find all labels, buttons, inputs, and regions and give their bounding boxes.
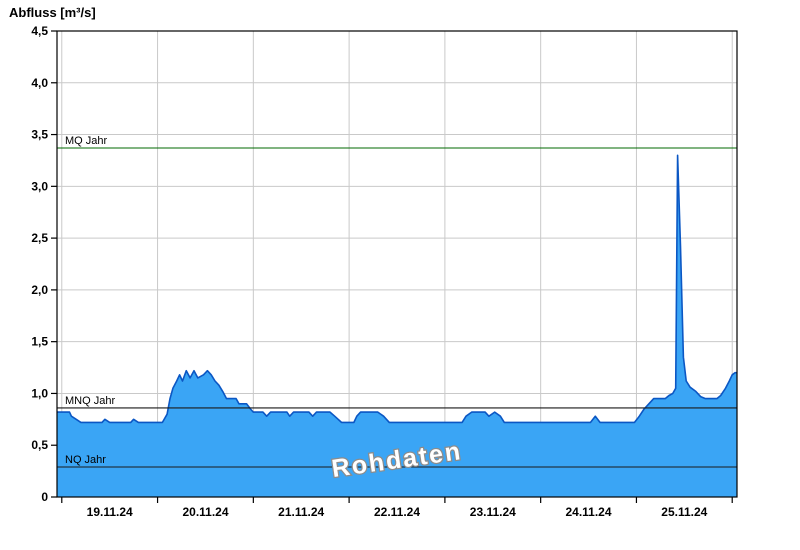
reference-lines-layer: MQ Jahr MNQ Jahr NQ Jahr [57, 135, 737, 468]
axis-layer: 0 0,5 1,0 1,5 2,0 2,5 3,0 3,5 4,0 4,5 19.11.24 20.1… [31, 24, 733, 519]
x-tick-label: 20.11.24 [182, 505, 228, 519]
y-tick-label: 1,5 [31, 335, 48, 349]
y-tick-label: 2,5 [31, 231, 48, 245]
plot-frame-layer [56, 30, 738, 498]
ref-line-label: MNQ Jahr [65, 395, 115, 407]
chart-title: Abfluss [m³/s] [9, 5, 96, 20]
y-tick-label: 0,5 [31, 438, 48, 452]
ref-line-label: MQ Jahr [65, 135, 108, 147]
y-tick-label: 4,5 [31, 24, 48, 38]
grid-layer [57, 30, 737, 497]
x-tick-label: 25.11.24 [661, 505, 707, 519]
plot-border [56, 30, 738, 498]
y-tick-label: 3,0 [31, 179, 48, 193]
x-tick-label: 21.11.24 [278, 505, 324, 519]
y-tick-label: 1,0 [31, 386, 48, 400]
x-tick-label: 23.11.24 [470, 505, 516, 519]
x-tick-label: 24.11.24 [565, 505, 611, 519]
y-tick-label: 2,0 [31, 283, 48, 297]
y-tick-label: 0 [41, 490, 48, 504]
x-tick-label: 22.11.24 [374, 505, 420, 519]
ref-line-label: NQ Jahr [65, 454, 106, 466]
y-tick-label: 4,0 [31, 76, 48, 90]
x-tick-label: 19.11.24 [87, 505, 133, 519]
series-layer [57, 154, 737, 498]
discharge-line [57, 154, 737, 424]
y-tick-label: 3,5 [31, 128, 48, 142]
discharge-area [57, 155, 737, 498]
